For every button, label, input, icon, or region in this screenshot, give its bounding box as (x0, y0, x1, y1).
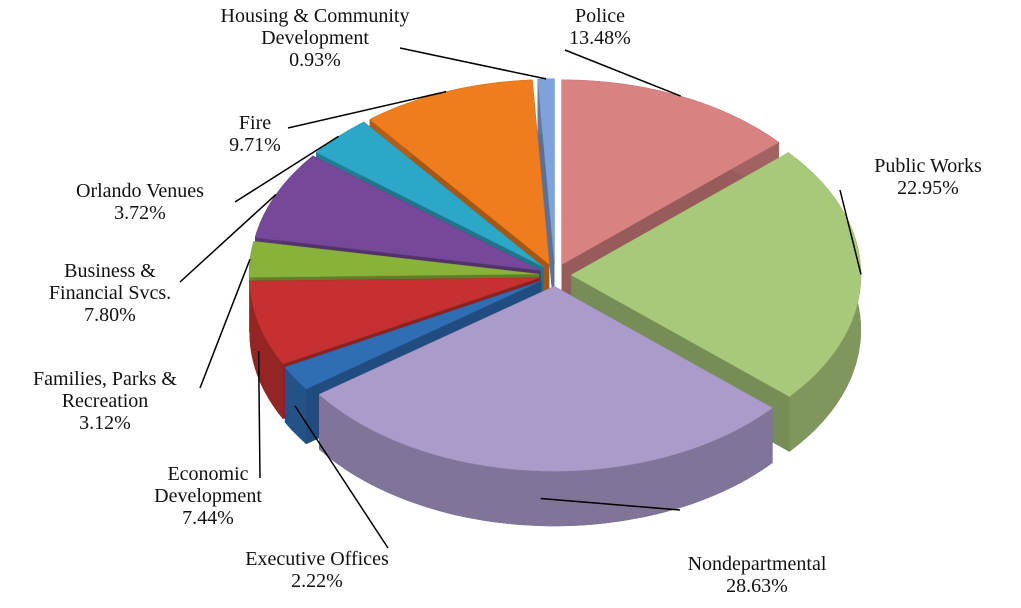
value-label: 3.72% (114, 202, 166, 224)
category-label: Housing & Community Development (220, 5, 410, 49)
slice-top (570, 152, 862, 397)
leader-line (199, 258, 251, 389)
category-label: Economic Development (154, 463, 262, 507)
category-label: Public Works (874, 155, 982, 177)
value-label: 13.48% (569, 27, 631, 49)
data-label: Families, Parks & Recreation 3.12% (5, 368, 205, 434)
slice-top (318, 285, 774, 472)
slice-top (249, 277, 540, 365)
value-label: 9.71% (229, 134, 281, 156)
category-label: Business & Financial Svcs. (48, 260, 172, 304)
leader-line (839, 189, 862, 275)
slice-side (319, 394, 773, 527)
leader-line (234, 135, 340, 203)
leader-line (399, 47, 547, 80)
leader-line (179, 193, 277, 283)
slice-top (254, 155, 541, 271)
value-label: 2.22% (291, 570, 343, 592)
leader-line (540, 497, 681, 511)
leader-line (564, 49, 681, 97)
data-label: Police 13.48% (500, 5, 700, 49)
value-label: 3.12% (79, 412, 131, 434)
leader-line (294, 405, 389, 549)
data-label: Nondepartmental 28.63% (637, 553, 877, 597)
category-label: Nondepartmental (687, 553, 827, 575)
category-label: Police (575, 5, 625, 27)
category-label: Families, Parks & Recreation (33, 368, 177, 412)
category-label: Executive Offices (245, 548, 389, 570)
category-label: Fire (238, 112, 272, 134)
data-label: Executive Offices 2.22% (197, 548, 437, 592)
slice-top (284, 280, 542, 390)
slice-top (561, 79, 780, 266)
category-label: Orlando Venues (76, 180, 204, 202)
leader-line (257, 351, 261, 479)
leader-line (287, 90, 447, 129)
data-label: Public Works 22.95% (828, 155, 1021, 199)
value-label: 22.95% (897, 177, 959, 199)
data-label: Housing & Community Development 0.93% (180, 5, 450, 71)
data-label: Business & Financial Svcs. 7.80% (35, 260, 185, 326)
value-label: 7.80% (84, 304, 136, 326)
data-label: Orlando Venues 3.72% (15, 180, 265, 224)
data-label: Economic Development 7.44% (138, 463, 278, 529)
value-label: 0.93% (289, 49, 341, 71)
value-label: 7.44% (182, 507, 234, 529)
slice-top (369, 79, 550, 266)
data-label: Fire 9.71% (205, 112, 305, 156)
value-label: 28.63% (726, 575, 788, 597)
slice-side (249, 281, 283, 419)
slice (318, 285, 774, 527)
slice-side (537, 79, 555, 319)
